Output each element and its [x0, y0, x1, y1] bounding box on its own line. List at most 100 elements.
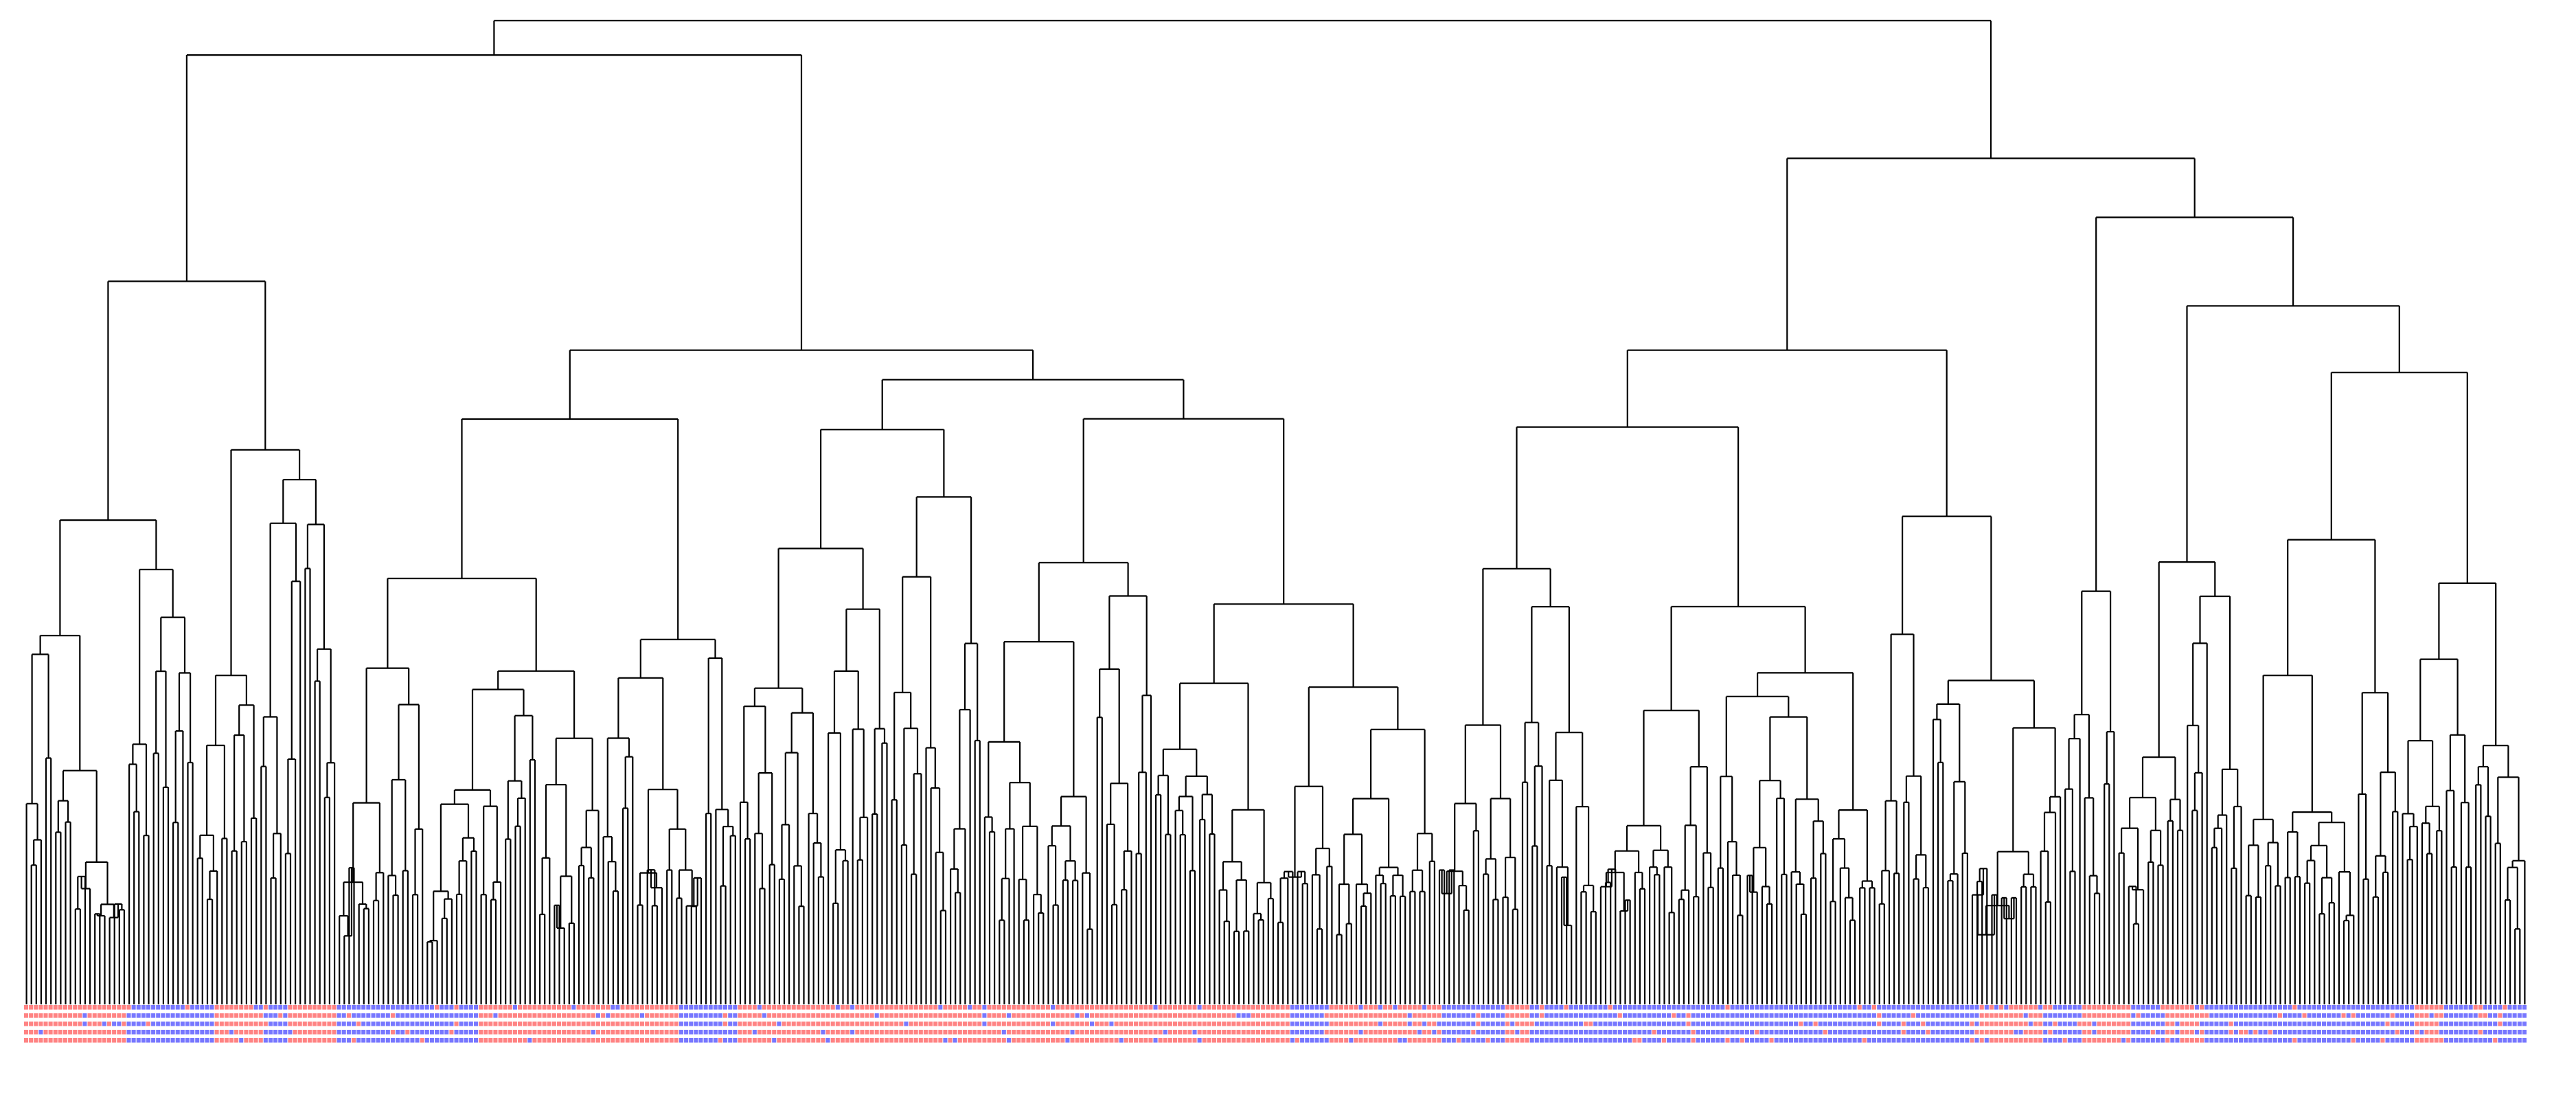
leaf-label-mark: [1031, 1013, 1036, 1018]
leaf-label-mark: [352, 1022, 356, 1026]
leaf-label-mark: [2395, 1005, 2400, 1010]
leaf-label-mark: [2316, 1005, 2321, 1010]
leaf-label-mark: [1339, 1013, 1344, 1018]
leaf-label-mark: [1217, 1005, 1222, 1010]
leaf-label-mark: [1628, 1030, 1632, 1035]
leaf-label-mark: [332, 1022, 337, 1026]
leaf-label-mark: [595, 1030, 600, 1035]
leaf-label-mark: [2395, 1030, 2400, 1035]
leaf-label-mark: [1794, 1022, 1799, 1026]
leaf-label-mark: [1539, 1005, 1544, 1010]
leaf-label-mark: [1725, 1038, 1730, 1043]
leaf-label-mark: [2150, 1013, 2155, 1018]
leaf-label-mark: [904, 1022, 909, 1026]
leaf-label-mark: [2415, 1038, 2419, 1043]
leaf-label-mark: [708, 1030, 713, 1035]
leaf-label-mark: [1672, 1038, 1676, 1043]
leaf-label-mark: [1612, 1038, 1617, 1043]
leaf-label-mark: [2067, 1013, 2072, 1018]
leaf-label-mark: [2380, 1013, 2385, 1018]
leaf-label-mark: [1402, 1005, 1407, 1010]
leaf-label-mark: [2258, 1005, 2263, 1010]
leaf-label-mark: [503, 1005, 508, 1010]
leaf-label-mark: [595, 1013, 600, 1018]
leaf-label-mark: [1104, 1005, 1109, 1010]
leaf-label-mark: [1393, 1013, 1398, 1018]
leaf-label-mark: [2322, 1030, 2327, 1035]
leaf-label-mark: [1236, 1013, 1241, 1018]
leaf-label-mark: [1559, 1038, 1564, 1043]
leaf-label-mark: [288, 1022, 293, 1026]
leaf-label-mark: [1642, 1038, 1647, 1043]
leaf-label-mark: [1759, 1038, 1764, 1043]
leaf-label-mark: [1236, 1022, 1241, 1026]
leaf-label-mark: [1427, 1013, 1432, 1018]
leaf-label-mark: [512, 1005, 517, 1010]
leaf-label-mark: [185, 1038, 190, 1043]
leaf-label-mark: [913, 1038, 918, 1043]
leaf-label-mark: [2375, 1005, 2380, 1010]
leaf-label-mark: [1940, 1038, 1945, 1043]
leaf-label-mark: [2209, 1005, 2214, 1010]
leaf-label-mark: [801, 1030, 806, 1035]
leaf-label-mark: [1608, 1022, 1612, 1026]
leaf-label-mark: [1755, 1030, 1759, 1035]
leaf-label-mark: [2346, 1038, 2351, 1043]
leaf-label-mark: [107, 1013, 112, 1018]
leaf-label-mark: [2302, 1030, 2307, 1035]
leaf-label-mark: [420, 1013, 424, 1018]
leaf-label-mark: [2009, 1013, 2014, 1018]
leaf-label-mark: [791, 1013, 796, 1018]
leaf-label-mark: [1398, 1030, 1402, 1035]
leaf-label-mark: [2224, 1030, 2229, 1035]
leaf-label-mark: [361, 1022, 366, 1026]
leaf-label-mark: [1950, 1005, 1954, 1010]
leaf-label-mark: [527, 1013, 532, 1018]
leaf-label-mark: [2454, 1030, 2459, 1035]
leaf-label-mark: [1290, 1005, 1295, 1010]
leaf-label-mark: [537, 1013, 542, 1018]
leaf-label-mark: [2200, 1005, 2204, 1010]
leaf-label-mark: [2033, 1005, 2038, 1010]
leaf-label-mark: [1520, 1013, 1525, 1018]
leaf-label-mark: [615, 1013, 620, 1018]
leaf-label-mark: [791, 1030, 796, 1035]
leaf-label-mark: [1016, 1022, 1021, 1026]
leaf-label-mark: [708, 1038, 713, 1043]
leaf-label-mark: [185, 1030, 190, 1035]
leaf-label-mark: [635, 1038, 639, 1043]
leaf-label-mark: [1217, 1030, 1222, 1035]
leaf-label-mark: [1720, 1013, 1725, 1018]
leaf-label-mark: [1672, 1022, 1676, 1026]
leaf-label-mark: [518, 1038, 523, 1043]
leaf-label-mark: [1016, 1038, 1021, 1043]
leaf-label-mark: [1040, 1013, 1045, 1018]
leaf-label-mark: [102, 1038, 106, 1043]
leaf-label-mark: [63, 1038, 68, 1043]
leaf-label-mark: [523, 1038, 527, 1043]
leaf-label-mark: [1989, 1022, 1994, 1026]
leaf-label-mark: [2283, 1022, 2288, 1026]
leaf-label-mark: [1373, 1038, 1378, 1043]
leaf-label-mark: [1099, 1022, 1104, 1026]
leaf-label-mark: [136, 1030, 141, 1035]
leaf-label-mark: [948, 1013, 953, 1018]
leaf-label-mark: [825, 1005, 830, 1010]
leaf-label-mark: [879, 1022, 884, 1026]
leaf-label-mark: [2395, 1013, 2400, 1018]
leaf-label-mark: [1672, 1005, 1676, 1010]
leaf-label-mark: [156, 1005, 161, 1010]
leaf-label-mark: [904, 1038, 909, 1043]
leaf-label-mark: [219, 1022, 224, 1026]
leaf-label-mark: [1672, 1030, 1676, 1035]
leaf-label-mark: [48, 1022, 53, 1026]
leaf-label-mark: [1310, 1030, 1314, 1035]
leaf-label-mark: [2346, 1030, 2351, 1035]
leaf-label-mark: [2483, 1030, 2487, 1035]
leaf-label-mark: [1290, 1022, 1295, 1026]
leaf-label-mark: [1994, 1013, 1999, 1018]
leaf-label-mark: [1300, 1022, 1305, 1026]
leaf-label-mark: [2375, 1030, 2380, 1035]
leaf-label-mark: [488, 1038, 493, 1043]
leaf-label-mark: [1857, 1005, 1862, 1010]
